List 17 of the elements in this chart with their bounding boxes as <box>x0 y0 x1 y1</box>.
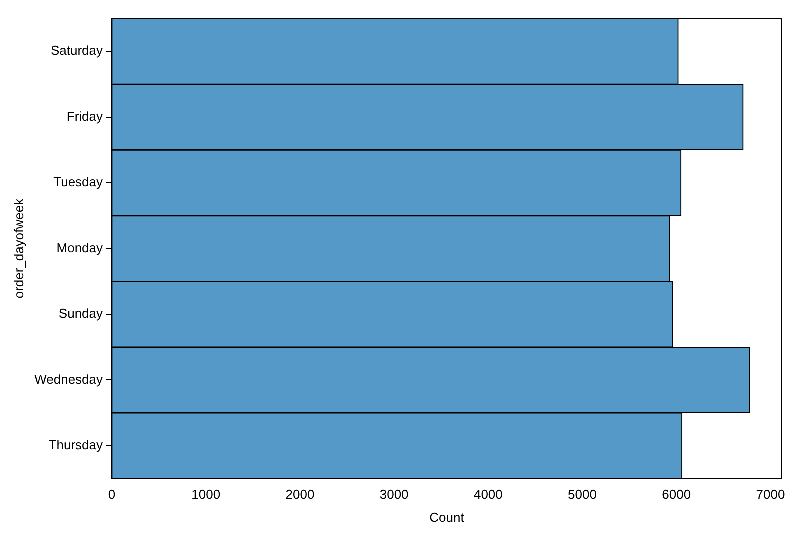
y-tick-label: Sunday <box>58 306 104 322</box>
x-tick-label: 2000 <box>286 487 315 502</box>
y-tick-label: Friday <box>66 108 104 124</box>
y-axis-title: order_dayofweek <box>11 198 26 299</box>
x-axis-title: Count <box>430 510 465 525</box>
y-tick-label: Tuesday <box>54 174 104 190</box>
x-tick-label: 7000 <box>756 487 786 502</box>
x-tick-label: 3000 <box>380 487 409 502</box>
y-tick-label: Thursday <box>48 438 104 453</box>
y-tick-label: Monday <box>56 240 104 256</box>
x-tick-label: 1000 <box>192 487 221 502</box>
x-tick-label: 4000 <box>474 487 503 502</box>
y-tick-label: Saturday <box>50 43 104 58</box>
y-tick-label: Wednesday <box>34 372 104 387</box>
x-tick-label: 5000 <box>568 487 597 502</box>
x-tick-label: 6000 <box>662 487 692 502</box>
x-tick-label: 0 <box>108 487 116 502</box>
